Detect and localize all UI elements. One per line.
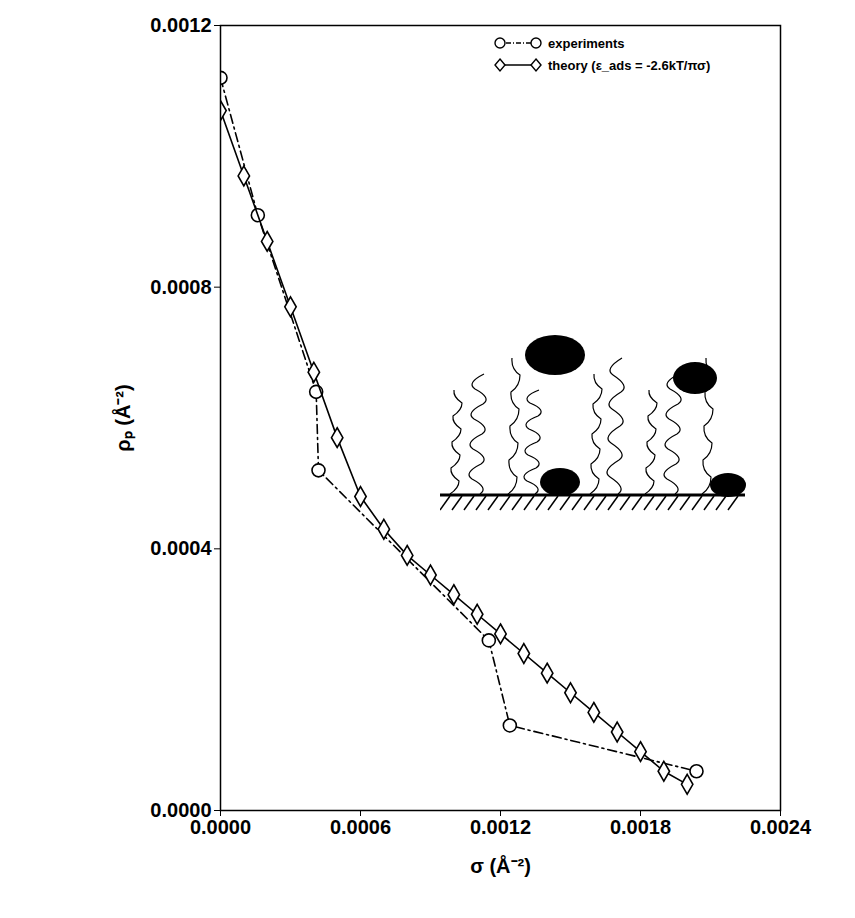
svg-text:0.0000: 0.0000 [150,798,212,821]
svg-text:0.0006: 0.0006 [330,816,391,838]
html-text:experiments: experiments [548,35,625,51]
html-text:theory (ε_ads = -2.6kT/πσ): theory (ε_ads = -2.6kT/πσ) [548,57,711,73]
svg-text:0.0004: 0.0004 [150,537,212,559]
svg-text:0.0012: 0.0012 [150,14,211,36]
svg-text:0.0008: 0.0008 [150,276,211,298]
svg-text:0.0000: 0.0000 [190,816,251,838]
svg-text:σ (Å⁻²): σ (Å⁻²) [470,854,531,877]
svg-text:ρₚ (Å⁻²): ρₚ (Å⁻²) [111,384,136,451]
svg-text:0.0024: 0.0024 [750,816,812,838]
svg-text:0.0012: 0.0012 [470,816,531,838]
svg-text:0.0018: 0.0018 [610,816,671,838]
